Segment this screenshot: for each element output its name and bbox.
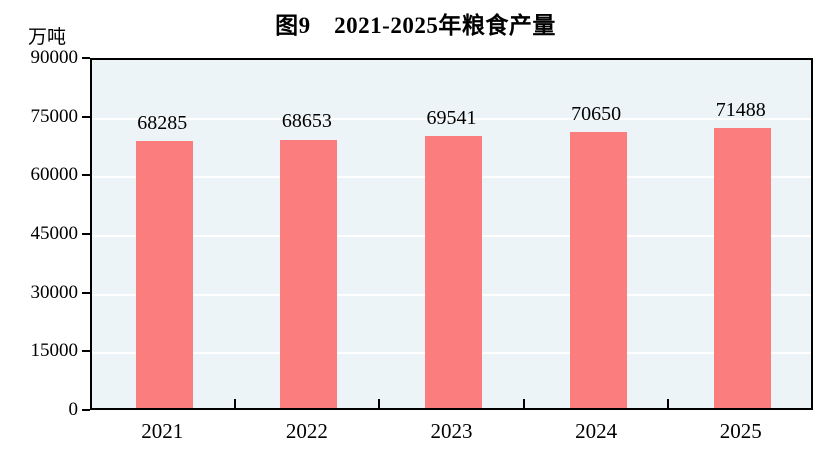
y-axis-tick	[82, 174, 90, 177]
bar-value-label: 68653	[281, 110, 332, 133]
x-tick-label-2024: 2024	[575, 419, 618, 443]
y-tick-label-75000: 75000	[30, 105, 79, 127]
bar-value-label: 68285	[137, 111, 188, 134]
x-tick-label-2025: 2025	[719, 419, 762, 443]
x-axis-tick	[378, 399, 381, 408]
y-tick-label-15000: 15000	[30, 340, 79, 362]
x-axis-tick	[233, 399, 236, 408]
bar-2024	[569, 131, 627, 408]
bar-2025	[714, 128, 772, 408]
y-axis-tick	[82, 115, 90, 118]
y-axis-tick	[82, 291, 90, 294]
gridline	[92, 117, 811, 120]
y-axis-tick	[82, 350, 90, 353]
x-tick-label-2023: 2023	[430, 419, 473, 443]
y-tick-label-90000: 90000	[30, 47, 79, 68]
x-tick-label-2022: 2022	[285, 419, 328, 443]
x-axis-tick	[522, 399, 525, 408]
chart-title: 图9 2021-2025年粮食产量	[275, 13, 556, 38]
y-tick-label-60000: 60000	[30, 164, 79, 186]
y-axis-unit-label: 万吨	[28, 27, 67, 48]
plot-area	[90, 58, 813, 410]
y-axis-tick	[82, 409, 90, 411]
bar-2022	[280, 139, 338, 408]
bar-2021	[135, 140, 193, 408]
x-axis-tick	[667, 399, 670, 408]
bar-value-label: 70650	[571, 102, 622, 125]
y-tick-label-0: 0	[68, 399, 79, 420]
bar-2023	[425, 136, 482, 408]
y-tick-label-45000: 45000	[30, 223, 79, 244]
y-tick-label-30000: 30000	[30, 281, 79, 303]
bar-value-label: 69541	[426, 107, 477, 130]
x-tick-label-2021: 2021	[141, 419, 184, 443]
bar-value-label: 71488	[715, 99, 766, 122]
y-axis-tick	[82, 233, 90, 235]
y-axis-tick	[82, 57, 90, 59]
